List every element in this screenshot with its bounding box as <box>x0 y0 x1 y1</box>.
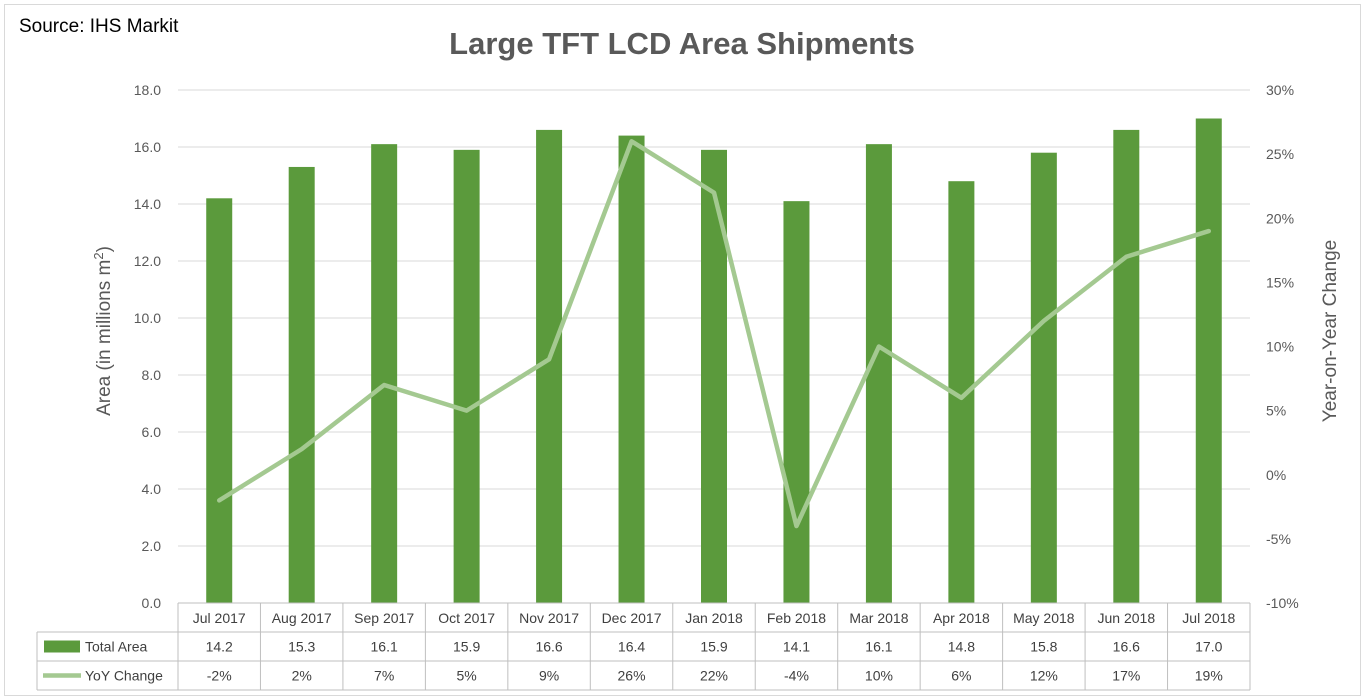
data-label: 15.8 <box>1030 639 1057 655</box>
y-tick-label: 8.0 <box>142 367 162 383</box>
y-tick-label: 18.0 <box>134 82 161 98</box>
bar <box>453 149 480 603</box>
data-label: 16.4 <box>618 639 645 655</box>
bar <box>783 201 810 603</box>
data-label: 14.8 <box>948 639 975 655</box>
data-label: 9% <box>539 668 559 684</box>
legend-swatch-bar <box>44 640 80 653</box>
data-label: 17.0 <box>1195 639 1222 655</box>
data-label: 15.9 <box>453 639 480 655</box>
x-tick-label: Nov 2017 <box>519 610 579 626</box>
bar <box>371 144 398 603</box>
y2-tick-label: 10% <box>1266 339 1294 355</box>
x-tick-label: Feb 2018 <box>767 610 826 626</box>
data-label: 15.3 <box>288 639 315 655</box>
x-tick-label: Jul 2017 <box>193 610 246 626</box>
chart-frame <box>4 4 1361 696</box>
bar <box>1113 129 1140 603</box>
legend-label: Total Area <box>85 639 147 655</box>
x-tick-label: Aug 2017 <box>272 610 332 626</box>
y-axis-ticks: 0.0 2.0 4.0 6.0 8.0 10.0 12.0 14.0 16.0 18.0 <box>134 82 161 611</box>
y-tick-label: 2.0 <box>142 538 162 554</box>
line-series <box>216 139 1212 529</box>
y2-axis-ticks: -10% -5% 0% 5% 10% 15% 20% 25% 30% <box>1266 82 1299 611</box>
data-label: 12% <box>1030 668 1058 684</box>
data-label: 26% <box>618 668 646 684</box>
x-tick-label: Jul 2018 <box>1182 610 1235 626</box>
y-tick-label: 0.0 <box>142 595 162 611</box>
y-tick-label: 10.0 <box>134 310 161 326</box>
bar <box>701 149 727 603</box>
superscript: 2 <box>91 252 106 259</box>
y2-tick-label: 15% <box>1266 274 1294 290</box>
x-tick-label: Oct 2017 <box>438 610 495 626</box>
data-label: 22% <box>700 668 728 684</box>
bar <box>865 144 892 603</box>
y2-tick-label: 0% <box>1266 467 1286 483</box>
data-label: 16.6 <box>535 639 562 655</box>
source-note: Source: IHS Markit <box>19 16 179 37</box>
y2-tick-label: -10% <box>1266 595 1299 611</box>
y-tick-label: 4.0 <box>142 481 162 497</box>
data-label: 16.6 <box>1113 639 1140 655</box>
y-tick-label: 12.0 <box>134 253 161 269</box>
x-tick-label: May 2018 <box>1013 610 1075 626</box>
x-tick-label: Dec 2017 <box>602 610 662 626</box>
y-tick-label: 16.0 <box>134 139 161 155</box>
y2-tick-label: 30% <box>1266 82 1294 98</box>
bar <box>206 198 233 604</box>
chart-title: Large TFT LCD Area Shipments <box>449 26 915 61</box>
data-label: 2% <box>292 668 312 684</box>
y-tick-label: 6.0 <box>142 424 162 440</box>
data-label: 14.1 <box>783 639 810 655</box>
label-tail: ) <box>94 246 115 252</box>
y-tick-label: 14.0 <box>134 196 161 212</box>
data-label: 17% <box>1112 668 1140 684</box>
bar <box>288 166 315 603</box>
y2-tick-label: 25% <box>1266 146 1294 162</box>
x-tick-label: Sep 2017 <box>354 610 414 626</box>
legend-label: YoY Change <box>85 668 163 684</box>
y2-tick-label: 5% <box>1266 403 1286 419</box>
data-label: -4% <box>784 668 809 684</box>
data-label: -2% <box>207 668 232 684</box>
y-axis-title: Area (in millions m2) <box>91 246 115 416</box>
y2-tick-label: -5% <box>1266 531 1291 547</box>
bar <box>1030 152 1057 603</box>
data-label: 16.1 <box>371 639 398 655</box>
data-label: 10% <box>865 668 893 684</box>
bar-series <box>206 118 1222 604</box>
data-label: 5% <box>456 668 476 684</box>
data-label: 7% <box>374 668 394 684</box>
y2-tick-label: 20% <box>1266 210 1294 226</box>
data-label: 6% <box>951 668 971 684</box>
data-label: 15.9 <box>700 639 727 655</box>
data-label: 16.1 <box>865 639 892 655</box>
x-tick-label: Jun 2018 <box>1098 610 1156 626</box>
bar <box>618 135 645 603</box>
data-table: Jul 2017 Aug 2017 Sep 2017 Oct 2017 Nov 2017… <box>36 602 1251 691</box>
x-tick-label: Jan 2018 <box>685 610 743 626</box>
data-label: 19% <box>1195 668 1223 684</box>
y2-axis-title: Year-on-Year Change <box>1320 240 1341 422</box>
data-label: 14.2 <box>206 639 233 655</box>
bar <box>1195 118 1222 603</box>
x-tick-label: Mar 2018 <box>849 610 908 626</box>
x-tick-label: Apr 2018 <box>933 610 990 626</box>
